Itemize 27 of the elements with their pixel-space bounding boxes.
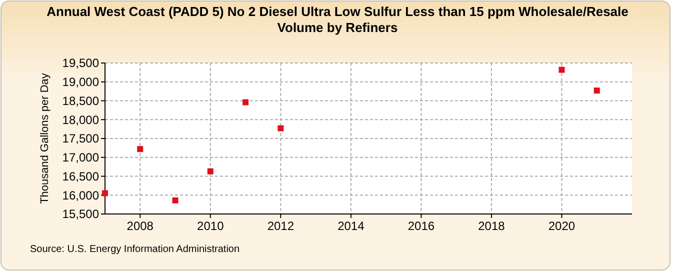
y-tick-label: 17,500 bbox=[62, 132, 100, 146]
point bbox=[102, 190, 108, 196]
point bbox=[278, 125, 284, 132]
x-tick-label: 2018 bbox=[478, 219, 506, 233]
y-tick-label: 19,000 bbox=[62, 75, 100, 90]
x-tick-label: 2010 bbox=[197, 219, 224, 233]
x-tick-label: 2020 bbox=[548, 219, 576, 233]
x-tick-label: 2014 bbox=[338, 219, 365, 233]
point bbox=[558, 66, 565, 73]
y-tick-label: 18,500 bbox=[62, 94, 100, 108]
y-axis-title: Thousand Gallons per Day bbox=[39, 72, 51, 204]
source-note: Source: U.S. Energy Information Administration bbox=[30, 244, 240, 255]
y-tick-label: 18,000 bbox=[62, 112, 100, 127]
x-tick-label: 2012 bbox=[267, 219, 294, 233]
y-tick-label: 15,500 bbox=[62, 207, 100, 222]
point bbox=[207, 168, 214, 174]
x-tick-label: 2016 bbox=[408, 219, 435, 233]
y-tick-label: 16,500 bbox=[62, 169, 100, 184]
point bbox=[242, 99, 249, 106]
y-tick-label: 19,500 bbox=[62, 56, 100, 70]
x-tick-label: 2008 bbox=[126, 219, 154, 233]
chart-title: Annual West Coast (PADD 5) No 2 Diesel Ultra Low Sulfur Less than 15 ppm Wholesale/Resale Volume by Refiners bbox=[46, 4, 628, 35]
y-tick-label: 17,000 bbox=[62, 150, 100, 165]
point bbox=[594, 88, 600, 94]
point bbox=[137, 146, 144, 152]
point bbox=[172, 197, 178, 204]
y-tick-label: 16,000 bbox=[62, 188, 100, 202]
